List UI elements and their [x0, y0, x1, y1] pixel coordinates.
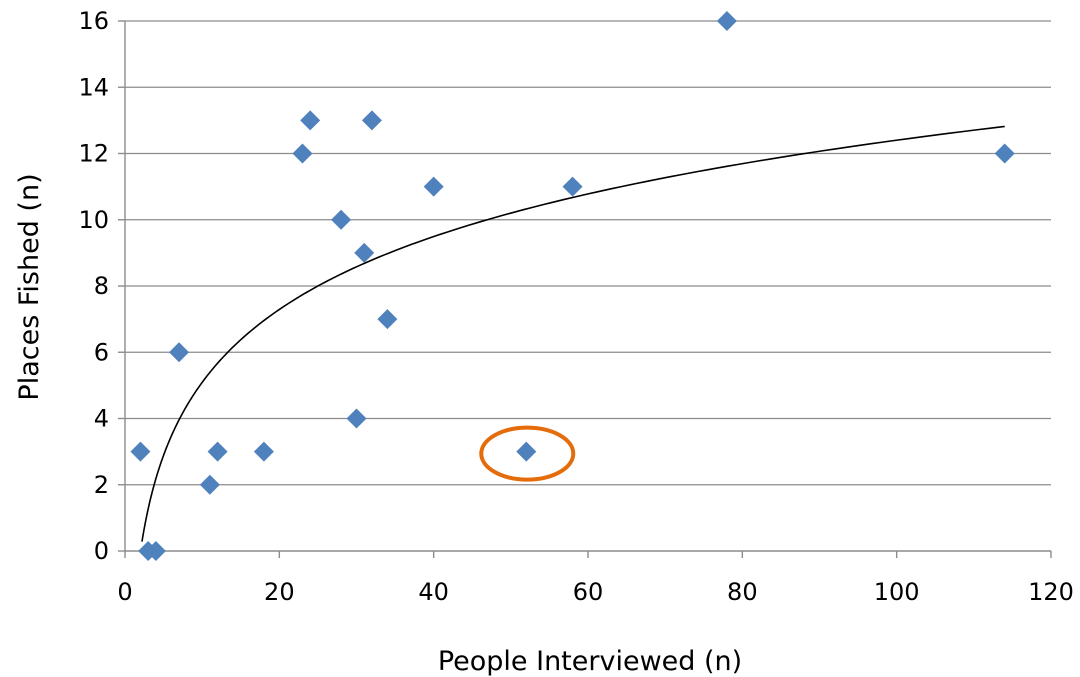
y-tick-label: 0 — [94, 537, 109, 565]
data-point — [361, 110, 382, 131]
data-point — [145, 541, 166, 561]
y-tick-label: 16 — [78, 7, 109, 35]
x-tick-label: 120 — [1028, 578, 1074, 606]
x-tick-label: 40 — [418, 578, 449, 606]
y-tick-label: 12 — [78, 140, 109, 168]
y-tick-label: 8 — [94, 272, 109, 300]
data-point — [346, 408, 367, 429]
gridlines — [125, 20, 1051, 486]
trendline — [141, 125, 1005, 542]
y-tick-label: 2 — [94, 471, 109, 499]
data-point — [516, 441, 537, 462]
y-tick-label: 6 — [94, 338, 109, 366]
highlight-ellipse — [479, 425, 576, 482]
x-tick-label: 100 — [874, 578, 920, 606]
data-points — [130, 11, 1015, 561]
data-point — [199, 474, 220, 495]
tick-labels: 0 2 4 6 8 10 12 14 16 0 20 40 60 80 100 120 — [78, 7, 1073, 606]
data-point — [169, 342, 190, 363]
y-tick-label: 14 — [78, 73, 109, 101]
data-point — [300, 110, 321, 131]
data-point — [354, 242, 375, 263]
x-tick-label: 60 — [573, 578, 604, 606]
axes — [118, 20, 1052, 558]
y-tick-label: 4 — [94, 405, 109, 433]
data-point — [331, 209, 352, 230]
data-point — [716, 11, 737, 31]
x-tick-label: 0 — [117, 578, 132, 606]
data-point — [377, 309, 398, 330]
highlight-group — [479, 425, 576, 482]
x-tick-label: 80 — [727, 578, 758, 606]
data-point — [292, 143, 313, 164]
data-point — [423, 176, 444, 197]
data-point — [253, 441, 274, 462]
data-point — [562, 176, 583, 197]
data-point — [130, 441, 151, 462]
y-tick-label: 10 — [78, 206, 109, 234]
trendline-group — [141, 125, 1005, 542]
data-point — [207, 441, 228, 462]
data-point — [994, 143, 1015, 164]
x-axis-title: People Interviewed (n) — [438, 646, 742, 677]
y-axis-title: Places Fished (n) — [14, 173, 45, 400]
x-tick-label: 20 — [264, 578, 295, 606]
